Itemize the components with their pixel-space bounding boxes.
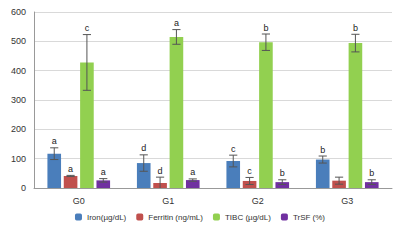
svg-text:TIBC (µg/dL): TIBC (µg/dL) <box>225 213 271 222</box>
svg-text:400: 400 <box>11 66 26 76</box>
svg-text:G1: G1 <box>162 196 174 206</box>
svg-text:b: b <box>263 23 268 33</box>
svg-text:Iron(µg/dL): Iron(µg/dL) <box>87 213 127 222</box>
svg-text:100: 100 <box>11 154 26 164</box>
svg-text:d: d <box>158 166 163 176</box>
svg-text:d: d <box>141 143 146 153</box>
svg-text:b: b <box>369 168 374 178</box>
svg-text:500: 500 <box>11 36 26 46</box>
svg-text:c: c <box>85 23 90 33</box>
svg-text:b: b <box>320 145 325 155</box>
svg-text:a: a <box>52 136 57 146</box>
svg-text:a: a <box>68 164 73 174</box>
svg-text:b: b <box>280 168 285 178</box>
svg-text:600: 600 <box>11 7 26 17</box>
svg-text:G3: G3 <box>341 196 353 206</box>
svg-text:a: a <box>190 167 195 177</box>
svg-text:TrSF (%): TrSF (%) <box>293 213 325 222</box>
svg-text:G2: G2 <box>252 196 264 206</box>
svg-text:0: 0 <box>21 183 26 193</box>
svg-text:a: a <box>174 18 179 28</box>
svg-text:200: 200 <box>11 124 26 134</box>
svg-text:300: 300 <box>11 95 26 105</box>
svg-text:G0: G0 <box>73 196 85 206</box>
svg-text:Ferritin (ng/mL): Ferritin (ng/mL) <box>148 213 203 222</box>
svg-text:c: c <box>247 166 252 176</box>
svg-text:c: c <box>231 144 236 154</box>
svg-text:b: b <box>353 23 358 33</box>
svg-text:a: a <box>101 167 106 177</box>
